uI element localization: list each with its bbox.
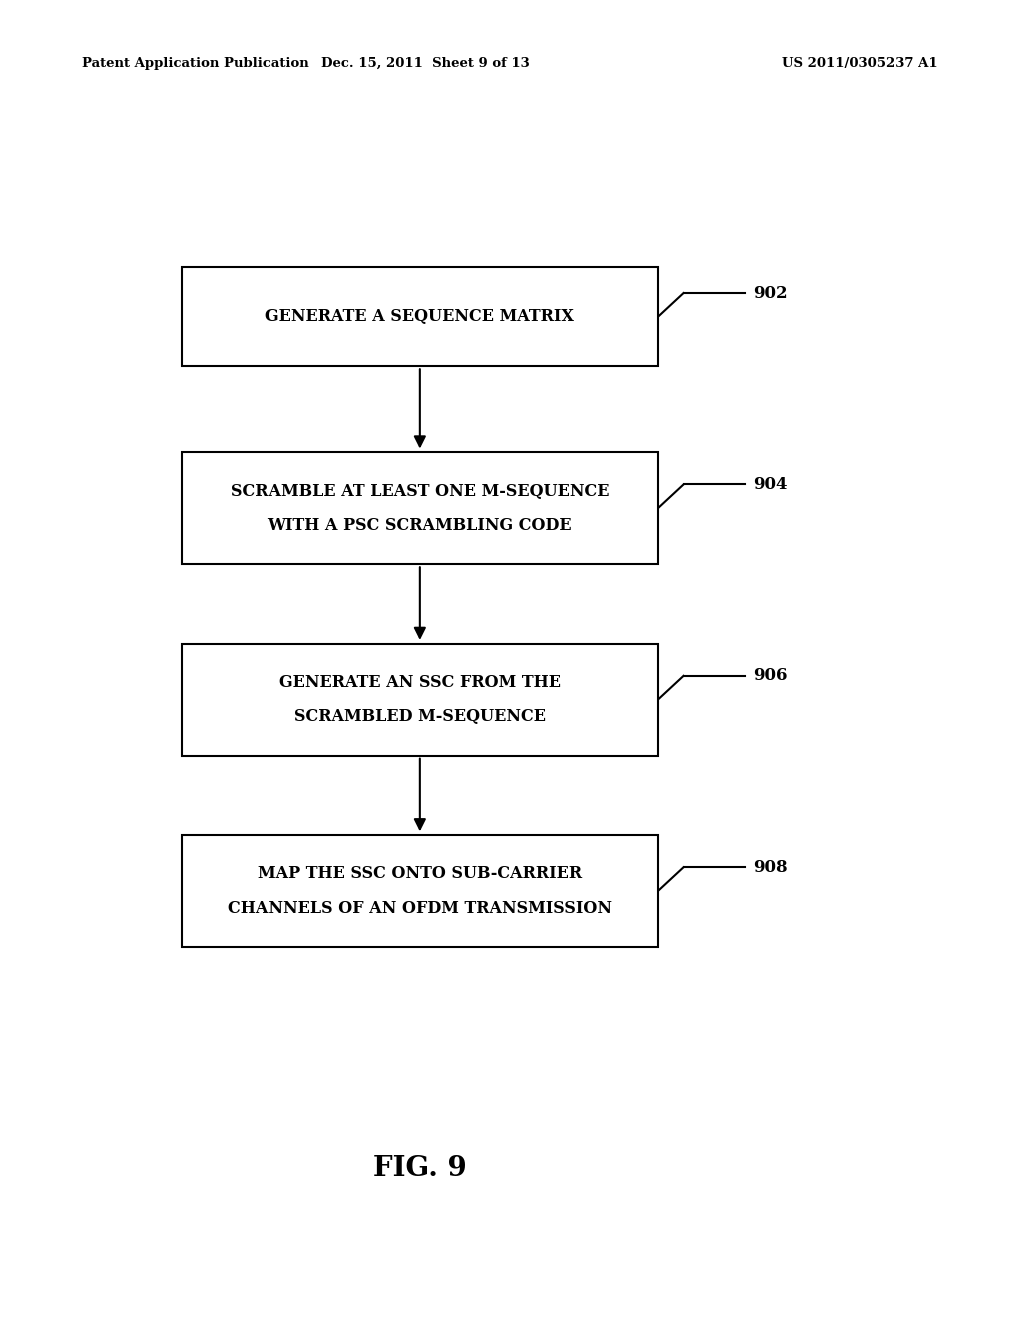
Text: Dec. 15, 2011  Sheet 9 of 13: Dec. 15, 2011 Sheet 9 of 13: [321, 57, 529, 70]
Text: 902: 902: [753, 285, 787, 301]
Text: 906: 906: [753, 668, 787, 684]
Text: US 2011/0305237 A1: US 2011/0305237 A1: [782, 57, 938, 70]
Text: MAP THE SSC ONTO SUB-CARRIER: MAP THE SSC ONTO SUB-CARRIER: [258, 866, 582, 882]
Text: SCRAMBLE AT LEAST ONE M-SEQUENCE: SCRAMBLE AT LEAST ONE M-SEQUENCE: [230, 483, 609, 499]
Text: GENERATE AN SSC FROM THE: GENERATE AN SSC FROM THE: [279, 675, 561, 690]
Text: WITH A PSC SCRAMBLING CODE: WITH A PSC SCRAMBLING CODE: [267, 517, 572, 533]
FancyBboxPatch shape: [181, 834, 657, 948]
FancyBboxPatch shape: [181, 267, 657, 366]
Text: 908: 908: [753, 859, 787, 875]
FancyBboxPatch shape: [181, 644, 657, 755]
Text: 904: 904: [753, 477, 787, 492]
FancyBboxPatch shape: [181, 451, 657, 565]
Text: CHANNELS OF AN OFDM TRANSMISSION: CHANNELS OF AN OFDM TRANSMISSION: [227, 900, 611, 916]
Text: SCRAMBLED M-SEQUENCE: SCRAMBLED M-SEQUENCE: [294, 709, 546, 725]
Text: FIG. 9: FIG. 9: [373, 1155, 467, 1181]
Text: Patent Application Publication: Patent Application Publication: [82, 57, 308, 70]
Text: GENERATE A SEQUENCE MATRIX: GENERATE A SEQUENCE MATRIX: [265, 309, 574, 325]
